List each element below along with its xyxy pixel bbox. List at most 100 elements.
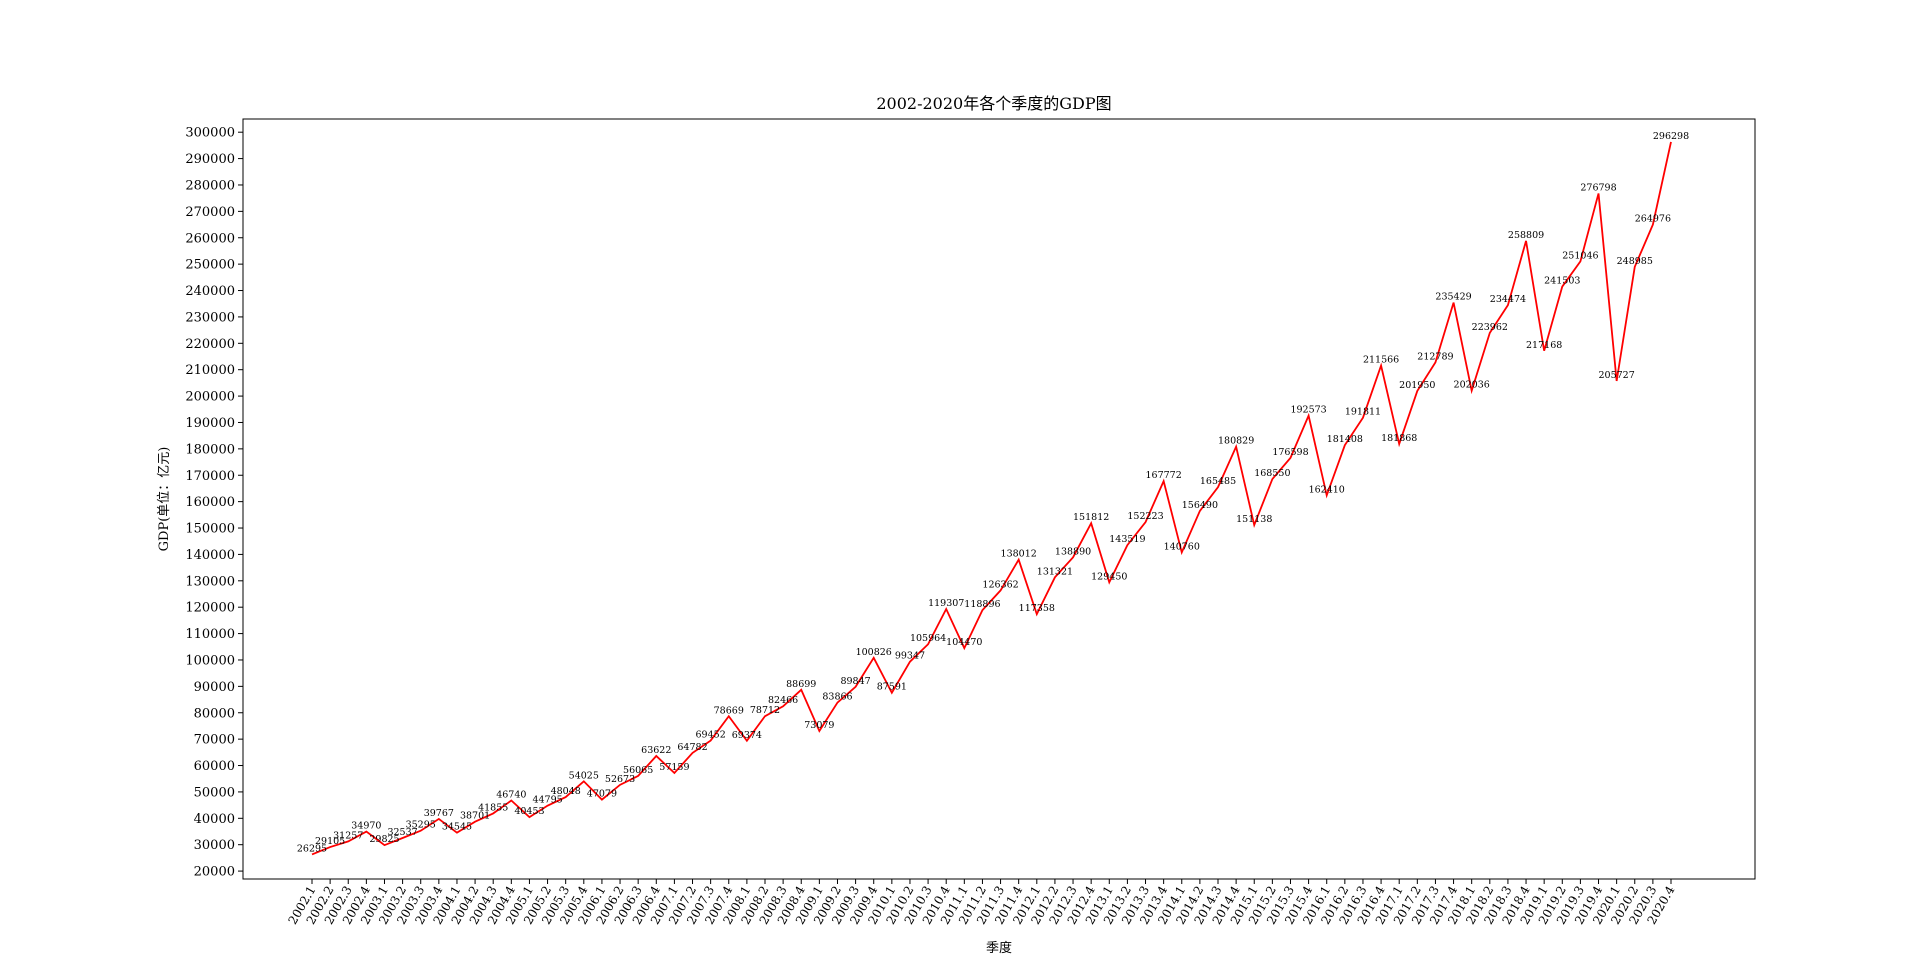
data-label: 41855: [478, 802, 508, 813]
data-label: 73079: [804, 720, 834, 731]
data-label: 78669: [714, 705, 744, 716]
plot-area-frame: [242, 118, 1756, 880]
y-tick-label: 150000: [185, 522, 235, 537]
data-label: 131321: [1037, 566, 1073, 577]
data-label: 82466: [768, 695, 798, 706]
data-label: 26295: [297, 843, 327, 854]
data-label: 56065: [623, 765, 653, 776]
y-tick-label: 300000: [185, 126, 235, 141]
y-tick-label: 40000: [194, 812, 235, 827]
y-tick-label: 210000: [185, 363, 235, 378]
data-label: 119307: [928, 598, 964, 609]
data-label: 176598: [1272, 447, 1308, 458]
data-label: 162410: [1309, 484, 1345, 495]
data-label: 34970: [351, 821, 381, 832]
data-label: 88699: [786, 679, 816, 690]
data-label: 192573: [1290, 405, 1326, 416]
data-label: 235429: [1435, 292, 1471, 303]
data-label: 48048: [551, 786, 581, 797]
data-label: 202036: [1454, 380, 1490, 391]
data-label: 217168: [1526, 340, 1562, 351]
data-label: 87591: [877, 682, 907, 693]
y-tick-label: 290000: [185, 152, 235, 167]
y-tick-label: 140000: [185, 548, 235, 563]
data-label: 151138: [1236, 514, 1272, 525]
y-tick-label: 270000: [185, 205, 235, 220]
y-tick-label: 90000: [194, 680, 235, 695]
data-label: 156490: [1182, 500, 1218, 511]
data-label: 46740: [496, 790, 526, 801]
x-axis-label: 季度: [986, 940, 1012, 956]
y-tick-label: 280000: [185, 178, 235, 193]
data-label: 241503: [1544, 276, 1580, 287]
data-label: 126362: [982, 579, 1018, 590]
data-label: 104470: [946, 637, 982, 648]
data-label: 151812: [1073, 512, 1109, 523]
y-tick-label: 170000: [185, 469, 235, 484]
y-tick-label: 60000: [194, 759, 235, 774]
data-label: 35295: [406, 820, 436, 831]
y-axis-label: GDP(单位：亿元): [157, 447, 172, 552]
y-tick-label: 180000: [185, 442, 235, 457]
y-tick-label: 220000: [185, 337, 235, 352]
data-label: 40453: [514, 806, 544, 817]
y-tick-label: 80000: [194, 706, 235, 721]
data-label: 89847: [840, 676, 870, 687]
data-label: 69374: [732, 730, 762, 741]
gdp-series-line: [311, 141, 1672, 856]
data-label: 54025: [569, 770, 599, 781]
y-tick-label: 230000: [185, 310, 235, 325]
data-label: 181868: [1381, 433, 1417, 444]
data-label: 191811: [1345, 407, 1381, 418]
y-tick-label: 100000: [185, 653, 235, 668]
y-axis: 20000 30000 40000 50000 60000 70000 80000 90000…: [185, 126, 243, 880]
y-tick-label: 50000: [194, 785, 235, 800]
data-label: 138890: [1055, 546, 1091, 557]
data-label: 264976: [1635, 214, 1671, 225]
y-tick-label: 120000: [185, 601, 235, 616]
data-label: 251046: [1562, 250, 1598, 261]
data-label: 138012: [1001, 549, 1037, 560]
y-tick-label: 260000: [185, 231, 235, 246]
data-label: 38701: [460, 811, 490, 822]
data-label: 34545: [442, 822, 472, 833]
y-tick-label: 200000: [185, 390, 235, 405]
data-label: 212789: [1417, 351, 1453, 362]
data-label: 99347: [895, 651, 925, 662]
data-label: 29825: [369, 834, 399, 845]
data-label: 223962: [1472, 322, 1508, 333]
data-label: 296298: [1653, 131, 1689, 142]
chart-title: 2002-2020年各个季度的GDP图: [876, 94, 1111, 113]
y-tick-label: 240000: [185, 284, 235, 299]
data-label: 31257: [333, 830, 363, 841]
y-tick-label: 30000: [194, 838, 235, 853]
data-label: 32537: [387, 827, 417, 838]
data-label: 63622: [641, 745, 671, 756]
y-tick-label: 250000: [185, 258, 235, 273]
data-label: 165485: [1200, 476, 1236, 487]
data-label: 211566: [1363, 355, 1399, 366]
data-label: 57159: [659, 762, 689, 773]
data-label: 52673: [605, 774, 635, 785]
data-label: 100826: [856, 647, 892, 658]
data-label: 201950: [1399, 380, 1435, 391]
data-label: 152223: [1127, 511, 1163, 522]
data-label: 105964: [910, 633, 946, 644]
data-label: 29105: [315, 836, 345, 847]
y-tick-label: 160000: [185, 495, 235, 510]
data-label: 205727: [1599, 370, 1635, 381]
data-label: 47079: [587, 789, 617, 800]
data-label: 234474: [1490, 294, 1526, 305]
data-label: 83866: [822, 692, 852, 703]
data-label: 181408: [1327, 434, 1363, 445]
y-tick-label: 190000: [185, 416, 235, 431]
y-tick-label: 20000: [194, 865, 235, 880]
data-label: 78712: [750, 705, 780, 716]
y-tick-label: 70000: [194, 733, 235, 748]
data-label: 39767: [424, 808, 454, 819]
data-label: 118896: [964, 599, 1000, 610]
data-label: 276798: [1580, 182, 1616, 193]
data-label: 64782: [677, 742, 707, 753]
